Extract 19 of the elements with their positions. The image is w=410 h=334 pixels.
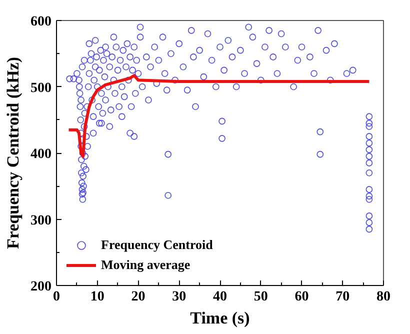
- x-tick-label: 60: [294, 290, 309, 304]
- x-tick-label: 80: [376, 290, 390, 304]
- legend-label: Frequency Centroid: [101, 237, 213, 253]
- x-tick-label: 30: [172, 290, 186, 304]
- line-series: [67, 74, 371, 158]
- x-tick-label: 40: [213, 290, 227, 304]
- x-tick-label: 70: [336, 290, 350, 304]
- x-tick-label: 50: [254, 290, 268, 304]
- x-tick-label: 10: [90, 290, 104, 304]
- x-axis-title: Time (s): [190, 308, 250, 328]
- y-tick-label: 300: [30, 213, 52, 228]
- y-tick-label: 600: [30, 14, 52, 30]
- y-tick-label: 400: [30, 147, 52, 162]
- y-tick-label: 200: [30, 280, 52, 294]
- x-tick-label: 0: [53, 290, 60, 304]
- legend-label: Moving average: [101, 257, 190, 273]
- y-tick-label: 500: [30, 80, 52, 96]
- y-axis-title: Frequency Centroid (kHz): [4, 56, 22, 250]
- x-tick-label: 20: [131, 290, 146, 304]
